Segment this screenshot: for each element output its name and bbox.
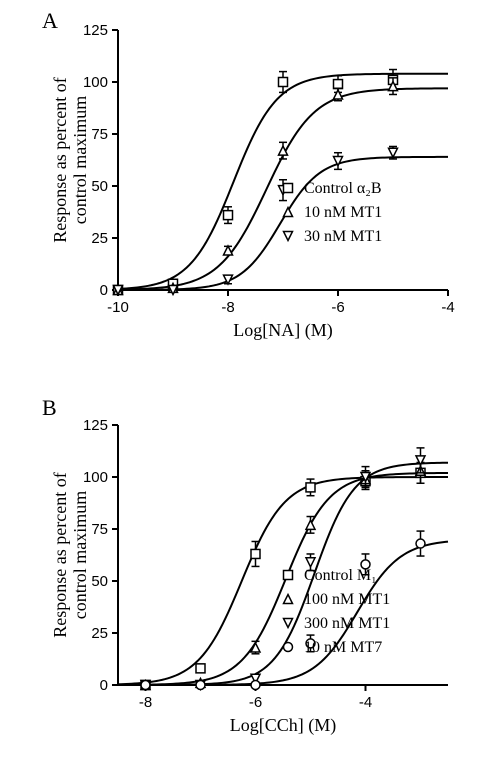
svg-text:75: 75	[91, 521, 108, 538]
svg-text:control maximum: control maximum	[70, 491, 90, 619]
svg-text:-8: -8	[139, 694, 152, 711]
svg-text:Response as percent of: Response as percent of	[50, 472, 70, 637]
svg-text:300 nM MT1: 300 nM MT1	[304, 615, 390, 632]
svg-text:125: 125	[83, 417, 108, 434]
svg-text:100: 100	[83, 469, 108, 486]
svg-text:Log[CCh] (M): Log[CCh] (M)	[230, 715, 337, 736]
chart-b: 0 25 50 75 100 125 -8 -6 -4 Log[CCh] (M) Response …	[0, 405, 502, 781]
svg-text:-6: -6	[249, 694, 262, 711]
svg-text:50: 50	[91, 573, 108, 590]
svg-text:-4: -4	[359, 694, 372, 711]
panel-b: B 0255075100125-8-6-4Log[CCh] (M)Respons…	[0, 0, 502, 386]
svg-text:100 nM MT1: 100 nM MT1	[304, 591, 390, 608]
svg-text:25: 25	[91, 625, 108, 642]
svg-text:0: 0	[100, 677, 108, 694]
svg-text:Control M₁: Control M₁	[304, 567, 377, 584]
svg-text:10 nM MT7: 10 nM MT7	[304, 639, 382, 656]
